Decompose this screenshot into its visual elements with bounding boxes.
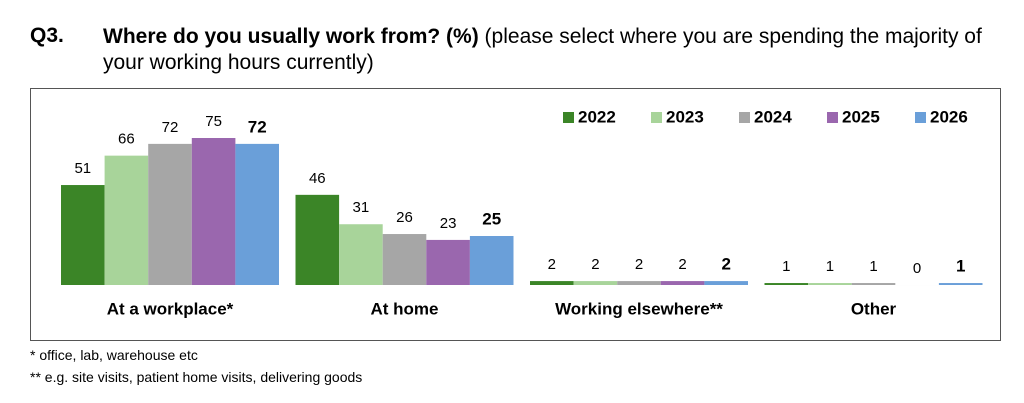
bar (660, 281, 705, 285)
bar (382, 234, 427, 285)
legend-swatch (827, 112, 838, 123)
value-label: 1 (782, 258, 790, 275)
bar (104, 155, 149, 285)
x-tick-label: At a workplace* (107, 299, 234, 318)
value-label: 1 (826, 258, 834, 275)
value-label: 2 (721, 255, 730, 274)
x-tick-label: At home (371, 299, 439, 318)
legend-label: 2023 (666, 107, 704, 126)
bar (530, 281, 574, 285)
value-label: 1 (956, 257, 965, 276)
value-label: 46 (309, 170, 326, 187)
chart-title: Where do you usually work from? (%) (103, 25, 479, 48)
bar (851, 283, 896, 285)
bar (148, 143, 192, 285)
legend-swatch (651, 112, 662, 123)
value-label: 2 (678, 256, 686, 273)
footnote: ** e.g. site visits, patient home visits… (30, 369, 363, 385)
value-label: 72 (248, 117, 267, 136)
bar (617, 281, 661, 285)
bar (704, 281, 748, 285)
bar (808, 283, 852, 285)
value-label: 72 (162, 119, 179, 136)
value-label: 26 (396, 209, 413, 226)
question-number: Q3. (30, 24, 64, 47)
footnotes: * office, lab, warehouse etc ** e.g. site… (30, 344, 362, 388)
value-label: 2 (548, 256, 556, 273)
value-label: 23 (440, 215, 457, 232)
bar (469, 236, 514, 285)
x-tick-label: Other (851, 299, 897, 318)
legend-label: 2026 (930, 107, 968, 126)
value-label: 0 (913, 260, 921, 277)
bar (295, 194, 340, 285)
bar (339, 224, 383, 285)
value-label: 66 (118, 131, 135, 148)
value-label: 2 (635, 256, 643, 273)
x-tick-label: Working elsewhere** (555, 299, 723, 318)
bar (573, 281, 618, 285)
chart-frame (30, 88, 1001, 341)
value-label: 75 (205, 113, 222, 130)
value-label: 51 (74, 160, 91, 177)
bar (235, 143, 279, 285)
value-label: 2 (591, 256, 599, 273)
legend-label: 2024 (754, 107, 792, 126)
legend-swatch (915, 112, 926, 123)
value-label: 31 (353, 199, 370, 216)
value-label: 1 (869, 258, 877, 275)
title-block: Where do you usually work from? (%) (ple… (103, 24, 983, 76)
bar (191, 138, 236, 285)
legend-swatch (739, 112, 750, 123)
legend-label: 2022 (578, 107, 616, 126)
bar (61, 185, 105, 285)
bar (426, 239, 470, 285)
footnote: * office, lab, warehouse etc (30, 347, 198, 363)
legend-label: 2025 (842, 107, 880, 126)
bar (938, 283, 983, 285)
legend-swatch (563, 112, 574, 123)
chart-subtitle: (please select where you are spending th… (103, 25, 982, 74)
bar (764, 283, 809, 285)
value-label: 25 (482, 209, 501, 228)
